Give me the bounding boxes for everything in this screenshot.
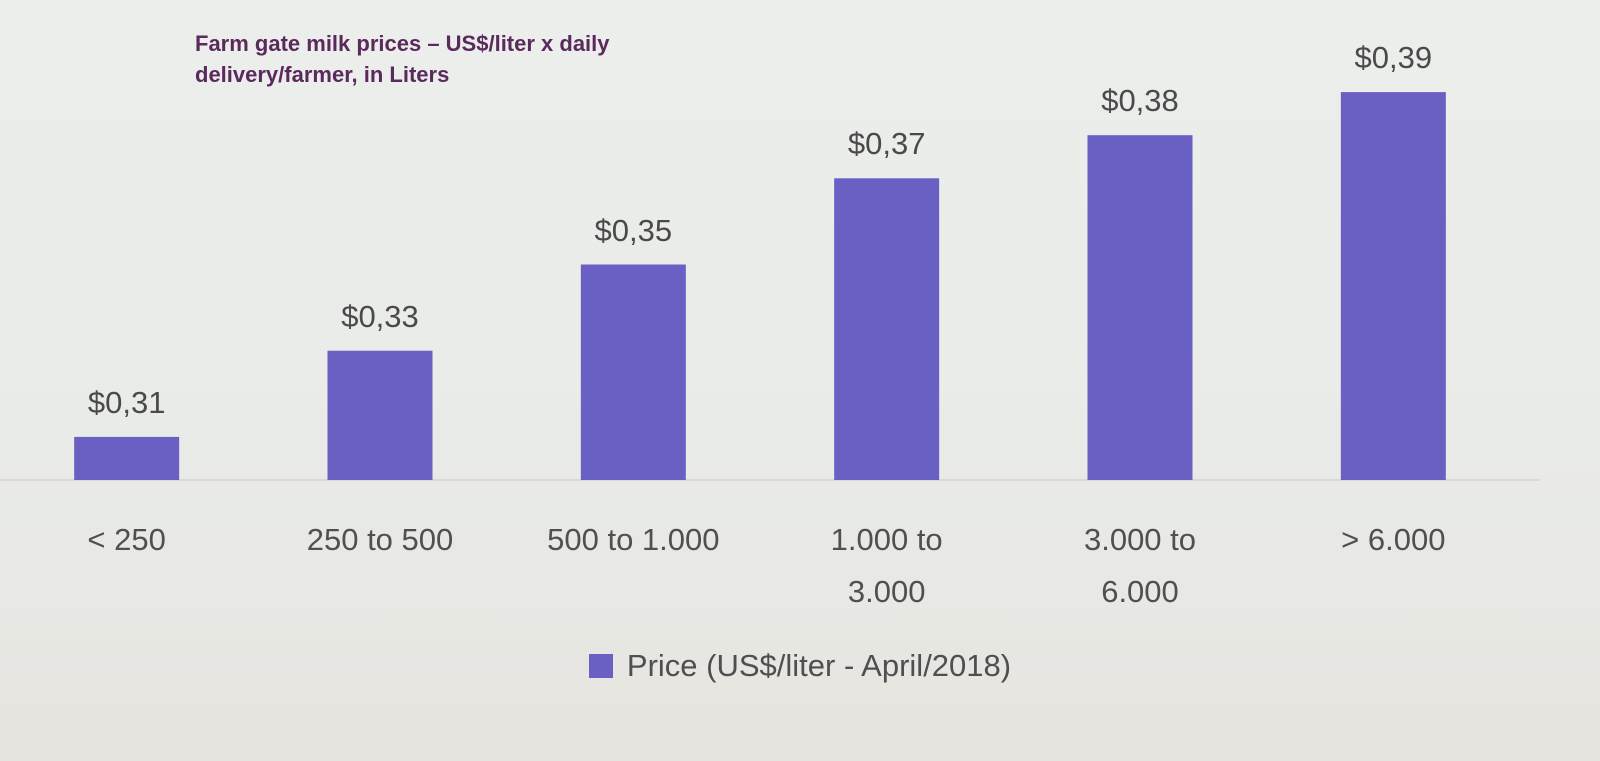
- bar: [327, 350, 433, 480]
- value-label: $0,37: [847, 126, 926, 162]
- bar: [1087, 135, 1193, 480]
- legend-label: Price (US$/liter - April/2018): [626, 648, 1012, 683]
- x-tick-label: 1.000 to 3.000: [830, 522, 943, 609]
- x-tick-label: > 6.000: [1341, 522, 1446, 557]
- value-label: $0,39: [1354, 40, 1433, 76]
- x-tick-label: 500 to 1.000: [547, 522, 720, 557]
- value-label: $0,35: [594, 212, 673, 248]
- x-tick-label: 250 to 500: [306, 522, 454, 557]
- bar: [74, 436, 180, 480]
- legend: Price (US$/liter - April/2018): [0, 648, 1600, 684]
- value-label: $0,31: [87, 384, 166, 420]
- bar: [580, 264, 686, 480]
- legend-swatch: [588, 654, 613, 678]
- x-tick-label: < 250: [87, 522, 166, 557]
- x-tick-label: 3.000 to 6.000: [1083, 522, 1197, 609]
- chart-title: Farm gate milk prices – US$/liter x dail…: [195, 31, 610, 87]
- bar: [1340, 92, 1446, 480]
- value-label: $0,38: [1101, 83, 1179, 119]
- value-label: $0,33: [341, 298, 419, 334]
- bar: [834, 178, 940, 481]
